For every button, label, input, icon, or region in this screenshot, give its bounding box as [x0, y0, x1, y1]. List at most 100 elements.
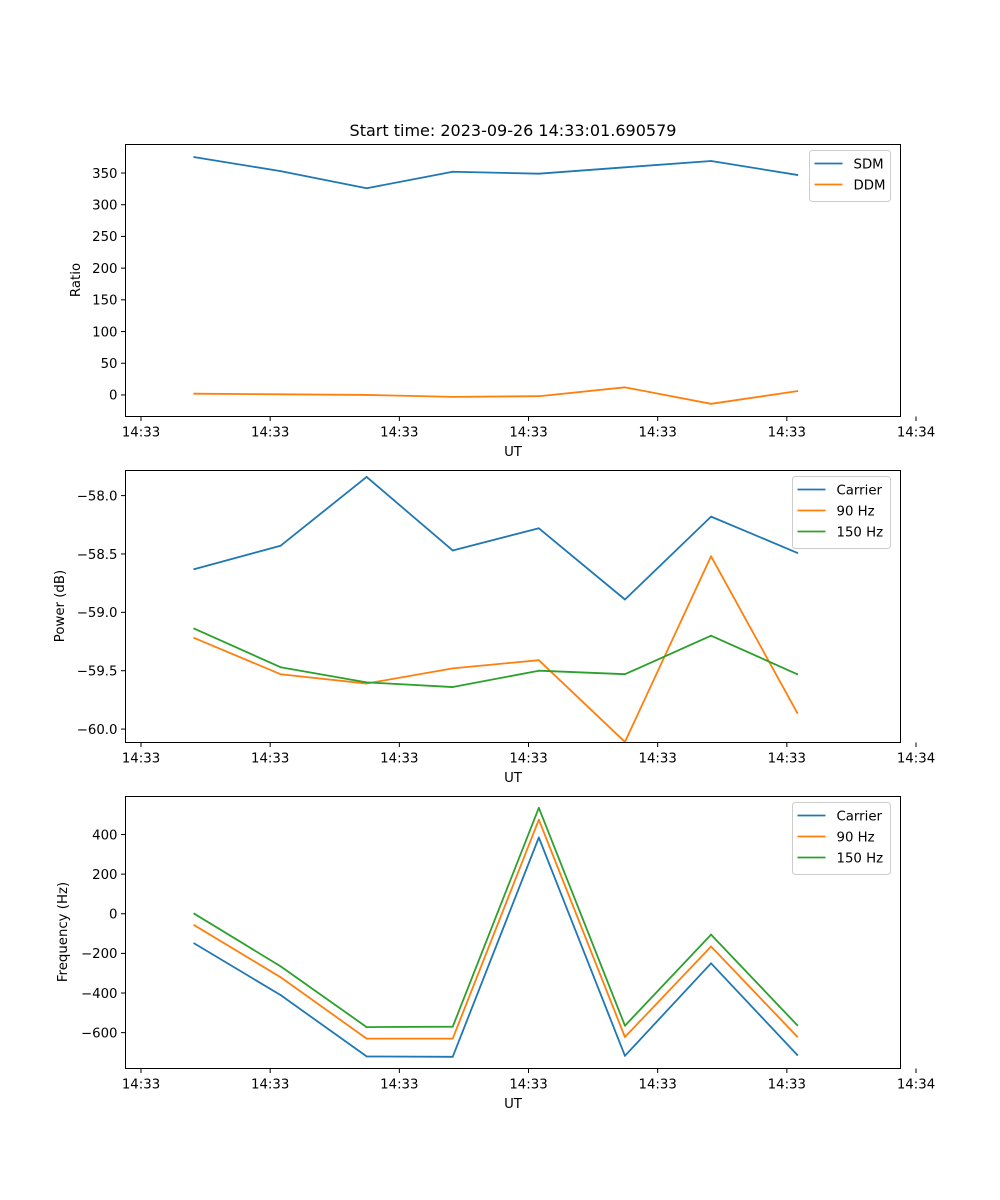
- frequency-legend-label-90-hz: 90 Hz: [837, 831, 875, 846]
- frequency-legend: Carrier 90 Hz 150 Hz: [792, 802, 891, 875]
- power-x-tick-label: 14:33: [768, 752, 806, 767]
- ratio-series-sdm-line: [193, 156, 799, 190]
- frequency-x-tick-label: 14:34: [897, 1078, 935, 1093]
- ratio-y-tick-label: 250: [92, 230, 117, 245]
- ratio-series-ddm-point: [537, 395, 540, 398]
- power-y-axis-label: Power (dB): [53, 570, 68, 642]
- ratio-series-ddm-point: [279, 393, 282, 396]
- frequency-axes-frame: [125, 796, 901, 1069]
- frequency-x-tick-label: 14:33: [122, 1078, 160, 1093]
- ratio-series-ddm-point: [624, 386, 626, 389]
- frequency-y-axis-label: Frequency (Hz): [56, 882, 71, 982]
- power-series-150-hz-point: [537, 669, 540, 672]
- power-y-tick-label: −58.0: [77, 489, 118, 504]
- frequency-series-carrier-point: [710, 962, 712, 965]
- power-x-tick-label: 14:33: [509, 752, 547, 767]
- power-x-tick-label: 14:33: [251, 752, 289, 767]
- ratio-y-axis-label: Ratio: [69, 263, 84, 297]
- frequency-series-150-hz-point: [624, 1024, 626, 1027]
- ratio-x-tick-label: 14:33: [122, 426, 160, 441]
- power-x-tick-label: 14:34: [897, 752, 935, 767]
- frequency-marks: [193, 806, 799, 1058]
- ratio-x-ticks: 14:33 14:33 14:33 14:33 14:33 14:33 14:34: [122, 416, 935, 441]
- frequency-x-axis-label: UT: [504, 1097, 523, 1112]
- power-series-90-hz-point: [710, 555, 712, 558]
- frequency-series-90-hz-point: [193, 924, 196, 927]
- frequency-y-tick-label: 400: [92, 828, 117, 843]
- ratio-series-ddm-point: [193, 392, 196, 395]
- ratio-legend-label-sdm: SDM: [854, 158, 884, 173]
- power-series-carrier-line: [193, 476, 799, 601]
- ratio-series-sdm-point: [537, 172, 540, 175]
- frequency-x-tick-label: 14:33: [380, 1078, 418, 1093]
- ratio-series-sdm-point: [624, 166, 626, 169]
- power-y-tick-label: −59.5: [77, 665, 118, 680]
- power-series-90-hz-point: [193, 637, 196, 639]
- power-series-90-hz-line: [193, 555, 799, 743]
- ratio-series-sdm-point: [710, 160, 712, 162]
- panel-power: 14:33 14:33 14:33 14:33 14:33 14:33 14:34 −60.…: [53, 470, 935, 786]
- power-legend-label-carrier: Carrier: [837, 484, 883, 499]
- power-series-90-hz-point: [451, 667, 454, 670]
- power-series-carrier-point: [193, 568, 196, 571]
- ratio-series-sdm-point: [365, 187, 368, 190]
- power-series-90-hz-point: [796, 711, 799, 714]
- frequency-series-90-hz-line: [193, 818, 799, 1040]
- ratio-y-ticks: 0 50 100 150 200 250 300 350: [92, 167, 126, 404]
- ratio-legend-label-ddm: DDM: [854, 179, 886, 194]
- ratio-x-tick-label: 14:33: [509, 426, 547, 441]
- power-y-tick-label: −59.0: [77, 606, 118, 621]
- power-series-carrier-point: [710, 515, 712, 518]
- power-series-150-hz-point: [624, 673, 626, 676]
- frequency-series-90-hz-point: [710, 945, 712, 948]
- power-series-carrier-point: [796, 551, 799, 554]
- frequency-series-carrier-point: [451, 1055, 454, 1058]
- frequency-series-carrier-point: [279, 994, 282, 996]
- frequency-legend-box: [792, 802, 891, 875]
- ratio-x-axis-label: UT: [504, 445, 523, 460]
- ratio-y-tick-label: 200: [92, 262, 117, 277]
- power-legend-label-150-hz: 150 Hz: [837, 526, 884, 541]
- frequency-legend-label-carrier: Carrier: [837, 810, 883, 825]
- ratio-x-tick-label: 14:34: [897, 426, 935, 441]
- power-series-90-hz-point: [537, 659, 540, 662]
- ratio-y-tick-label: 150: [92, 294, 117, 309]
- frequency-y-tick-label: 200: [92, 868, 117, 883]
- frequency-y-ticks: −600 −400 −200 0 200 400: [81, 828, 126, 1041]
- ratio-series-sdm-point: [451, 170, 454, 173]
- ratio-series-ddm-point: [365, 394, 368, 396]
- frequency-y-tick-label: 0: [109, 908, 117, 923]
- ratio-series-sdm-point: [193, 156, 196, 159]
- frequency-series-90-hz-point: [624, 1036, 626, 1038]
- frequency-series-carrier-point: [796, 1053, 799, 1056]
- chart-title: Start time: 2023-09-26 14:33:01.690579: [350, 121, 677, 140]
- frequency-series-150-hz-point: [365, 1026, 368, 1028]
- frequency-series-carrier-point: [365, 1055, 368, 1058]
- power-x-tick-label: 14:33: [122, 752, 160, 767]
- power-x-tick-label: 14:33: [639, 752, 677, 767]
- ratio-series-sdm-point: [796, 174, 799, 176]
- frequency-y-tick-label: −200: [81, 947, 118, 962]
- frequency-series-carrier-line: [193, 836, 799, 1058]
- power-series-150-hz-point: [710, 634, 712, 637]
- frequency-series-150-hz-line: [193, 806, 799, 1028]
- ratio-series-ddm-point: [451, 395, 454, 398]
- ratio-legend: SDM DDM: [809, 150, 891, 202]
- power-series-150-hz-point: [365, 681, 368, 684]
- power-series-carrier-point: [365, 476, 368, 478]
- ratio-series-ddm-line: [193, 386, 799, 405]
- ratio-series-sdm-point: [279, 170, 282, 173]
- ratio-series-ddm-point: [710, 402, 712, 405]
- power-series-150-hz-point: [796, 673, 799, 676]
- frequency-series-90-hz-point: [279, 976, 282, 979]
- frequency-series-150-hz-point: [796, 1024, 799, 1027]
- power-axes-frame: [125, 470, 901, 743]
- power-y-tick-label: −58.5: [77, 548, 118, 563]
- power-series-carrier-point: [451, 549, 454, 552]
- power-y-ticks: −60.0 −59.5 −59.0 −58.5 −58.0: [77, 489, 126, 738]
- frequency-series-150-hz-point: [537, 806, 540, 809]
- ratio-x-tick-label: 14:33: [768, 426, 806, 441]
- power-series-150-hz-point: [193, 627, 196, 630]
- power-series-90-hz-point: [279, 673, 282, 676]
